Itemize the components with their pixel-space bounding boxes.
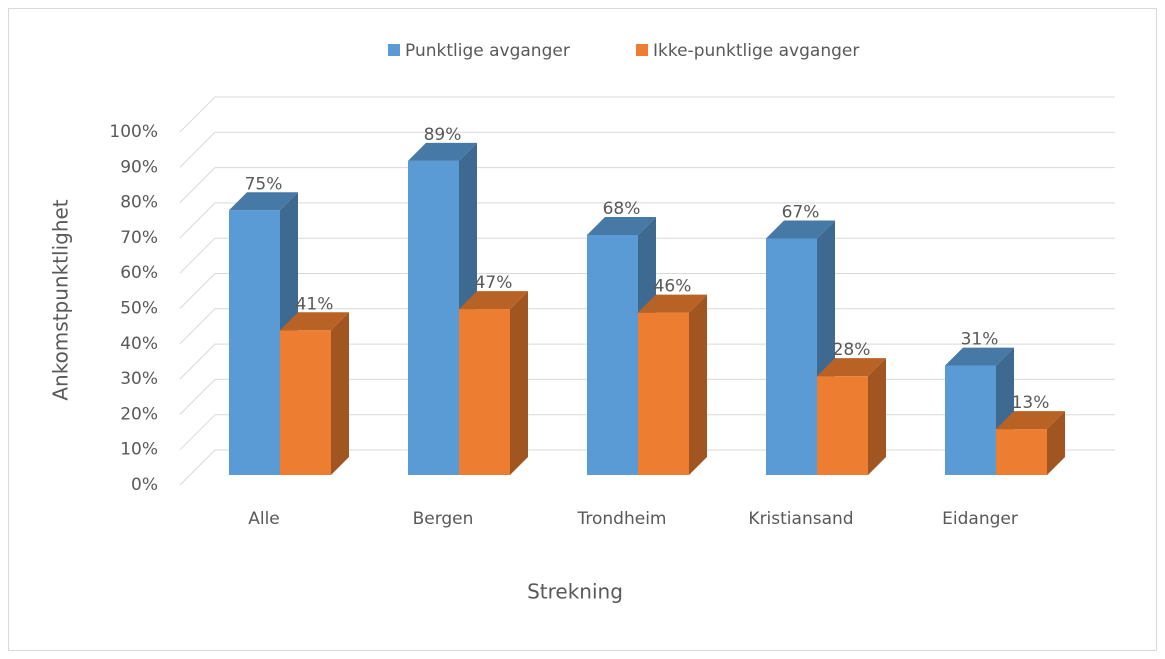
- data-label: 89%: [424, 125, 462, 145]
- y-tick-label: 20%: [120, 404, 158, 424]
- y-tick-label: 30%: [120, 369, 158, 389]
- bar-side: [510, 291, 528, 475]
- x-tick-label: Bergen: [413, 509, 474, 529]
- bar-front: [996, 429, 1047, 475]
- bar-front: [408, 160, 459, 475]
- bar-top: [817, 358, 886, 377]
- y-tick-label: 50%: [120, 299, 158, 319]
- data-label: 75%: [245, 174, 283, 194]
- bar-front: [229, 210, 280, 475]
- bar: [280, 312, 349, 475]
- bar: [766, 220, 835, 475]
- bar: [229, 192, 298, 475]
- y-tick-label: 80%: [120, 193, 158, 213]
- y-tick-label: 70%: [120, 228, 158, 248]
- bar-top: [766, 220, 835, 239]
- bar: [587, 216, 656, 475]
- bar-top: [459, 291, 528, 310]
- bar-side: [689, 294, 707, 475]
- chart-frame: [8, 8, 1157, 651]
- grid-line: [179, 167, 1115, 203]
- data-label: 13%: [1012, 393, 1050, 413]
- x-tick-label: Alle: [248, 509, 280, 529]
- y-tick-label: 60%: [120, 263, 158, 283]
- data-label: 41%: [296, 294, 334, 314]
- data-label: 68%: [603, 199, 641, 219]
- data-label: 31%: [961, 330, 999, 350]
- bar-top: [408, 142, 477, 161]
- bar-front: [638, 312, 689, 475]
- bar: [996, 411, 1065, 475]
- grid-line: [179, 96, 1115, 133]
- bar: [638, 294, 707, 475]
- y-axis-label: Ankomstpunktlighet: [49, 199, 73, 400]
- x-tick-label: Kristiansand: [748, 509, 853, 529]
- bar-front: [587, 234, 638, 475]
- bar-front: [766, 238, 817, 475]
- grid-line: [179, 131, 1115, 168]
- bar-side: [1047, 411, 1065, 475]
- data-label: 46%: [654, 277, 692, 297]
- data-label: 47%: [475, 273, 513, 293]
- bar-front: [280, 330, 331, 475]
- y-tick-label: 90%: [120, 157, 158, 177]
- bar-top: [587, 216, 656, 235]
- data-label: 28%: [833, 340, 871, 360]
- y-tick-label: 10%: [120, 440, 158, 460]
- bar-top: [996, 411, 1065, 430]
- legend-swatch: [636, 44, 648, 56]
- x-tick-label: Eidanger: [942, 509, 1018, 529]
- bar-front: [459, 309, 510, 475]
- data-label: 67%: [782, 202, 820, 222]
- bar-side: [331, 312, 349, 475]
- bar-top: [229, 192, 298, 211]
- grid-line: [179, 202, 1115, 239]
- bar-top: [945, 347, 1014, 366]
- legend-label: Punktlige avganger: [405, 41, 570, 61]
- bar-top: [280, 312, 349, 331]
- bar-side: [868, 358, 886, 475]
- bar-top: [638, 294, 707, 313]
- legend-swatch: [388, 44, 400, 56]
- y-tick-label: 40%: [120, 334, 158, 354]
- bar-front: [945, 365, 996, 475]
- legend-label: Ikke-punktlige avganger: [653, 41, 859, 61]
- bar: [459, 291, 528, 475]
- x-tick-label: Trondheim: [577, 509, 667, 529]
- y-tick-label: 0%: [131, 475, 158, 495]
- bar: [817, 358, 886, 475]
- x-axis-label: Strekning: [527, 580, 623, 604]
- bar-front: [817, 376, 868, 475]
- y-tick-label: 100%: [109, 122, 158, 142]
